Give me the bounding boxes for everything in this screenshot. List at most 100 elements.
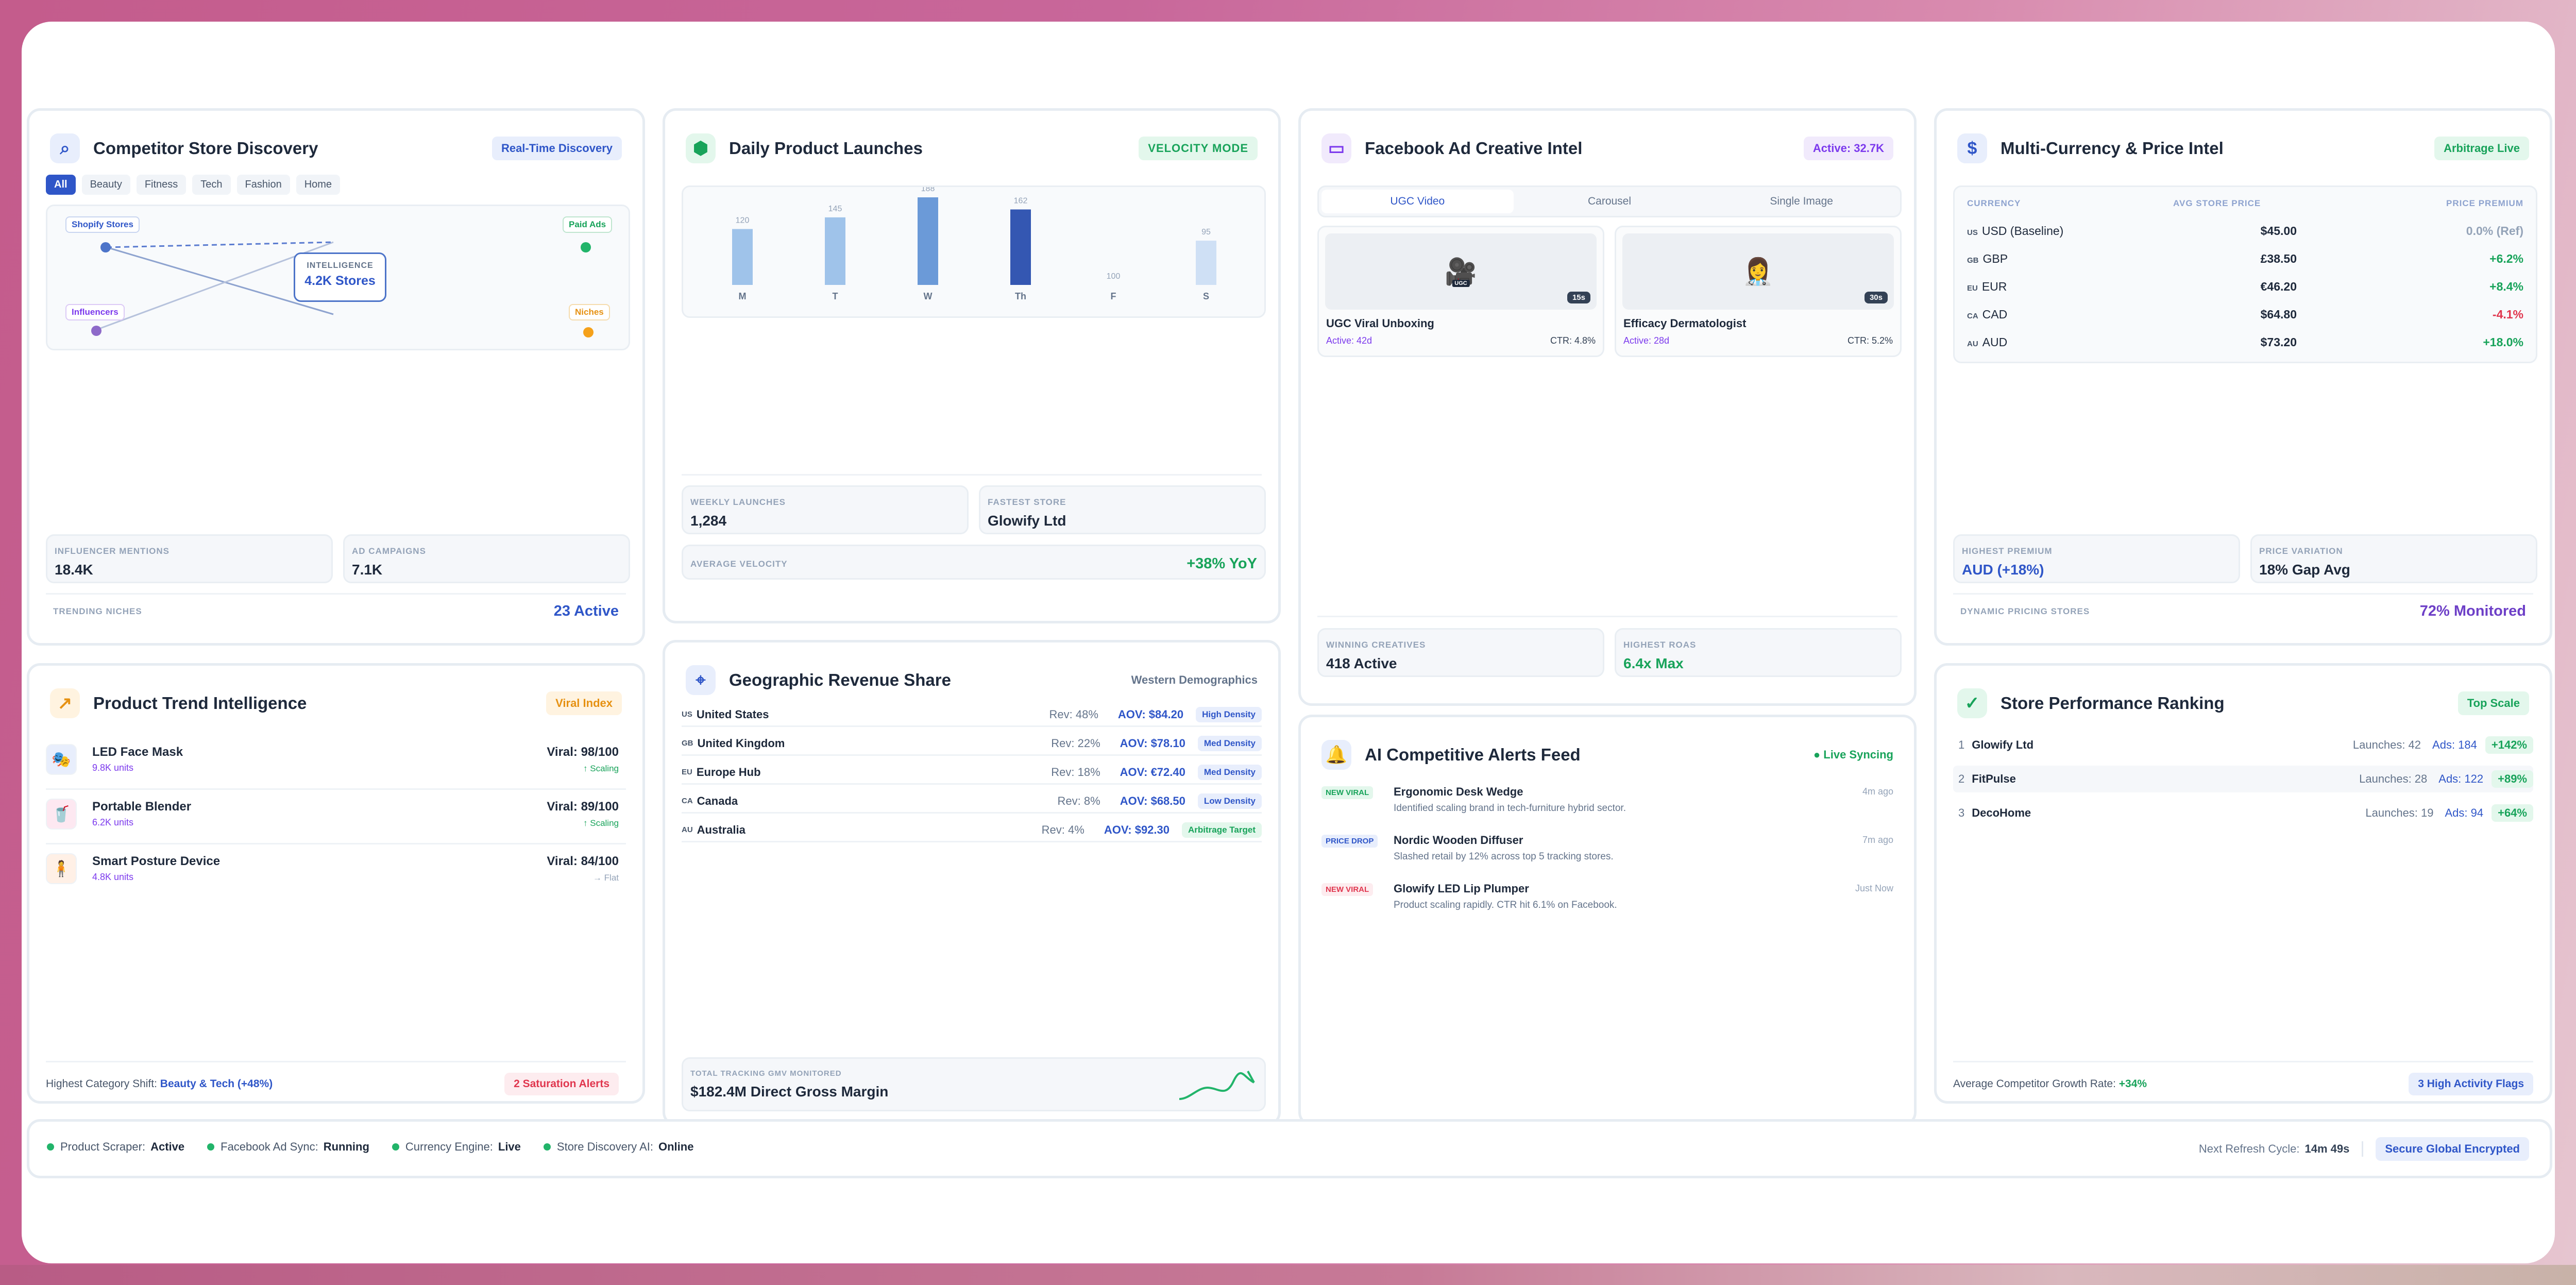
footer-value: 23 Active <box>553 603 619 619</box>
intelligence-hub[interactable]: INTELLIGENCE 4.2K Stores <box>294 252 386 302</box>
activity-flags-badge[interactable]: 3 High Activity Flags <box>2409 1073 2533 1095</box>
divider <box>1317 616 1897 617</box>
geo-row[interactable]: CA Canada Rev: 8% AOV: $68.50 Low Density <box>682 790 1262 814</box>
stat-label: WEEKLY LAUNCHES <box>690 497 786 507</box>
filter-home[interactable]: Home <box>296 175 341 195</box>
currency-label: USD (Baseline) <box>1981 224 2064 238</box>
node-shopify-stores[interactable]: Shopify Stores <box>65 216 140 233</box>
node-niches[interactable]: Niches <box>569 304 610 320</box>
filter-tech[interactable]: Tech <box>192 175 231 195</box>
creative-card[interactable]: 🎥 UGC 15s UGC Viral Unboxing Active: 42d… <box>1317 226 1604 357</box>
status-dot-icon <box>392 1143 399 1151</box>
refresh-label: Next Refresh Cycle: <box>2198 1142 2300 1155</box>
creative-title: Efficacy Dermatologist <box>1623 317 1747 330</box>
currency-name: CA CAD <box>1967 308 2173 322</box>
tab-carousel[interactable]: Carousel <box>1587 195 1632 207</box>
card-title: Daily Product Launches <box>729 139 923 158</box>
status-badge: Real-Time Discovery <box>492 137 622 160</box>
currency-row[interactable]: US USD (Baseline) $45.00 0.0% (Ref) <box>1967 224 2523 238</box>
geo-row[interactable]: AU Australia Rev: 4% AOV: $92.30 Arbitrage T… <box>682 819 1262 842</box>
alert-item[interactable]: NEW VIRAL Ergonomic Desk Wedge Identified … <box>1321 785 1893 826</box>
cube-icon: ⬢ <box>686 133 716 163</box>
status-item[interactable]: Product Scraper: Active <box>47 1140 184 1154</box>
creative-thumbnail: 🎥 UGC 15s <box>1325 233 1597 310</box>
product-icon: 🧍 <box>46 853 77 884</box>
filter-fitness[interactable]: Fitness <box>136 175 187 195</box>
trend-item[interactable]: 🎭 LED Face Mask 9.8K units Viral: 98/100 ↑ S… <box>46 738 619 784</box>
avg-price: $45.00 <box>2260 224 2297 238</box>
store-launches: Launches: 42 <box>2352 738 2421 751</box>
status-item[interactable]: Currency Engine: Live <box>392 1140 521 1154</box>
ranking-row[interactable]: 2 FitPulse Launches: 28 Ads: 122 +89% <box>1953 766 2533 792</box>
network-graph: Shopify Stores Paid Ads Influencers Nich… <box>46 205 630 350</box>
bar-value-label: 100 <box>1107 272 1121 281</box>
geo-row[interactable]: EU Europe Hub Rev: 18% AOV: €72.40 Med Densi… <box>682 761 1262 785</box>
alert-item[interactable]: NEW VIRAL Glowify LED Lip Plumper Product … <box>1321 882 1893 923</box>
avg-price: $73.20 <box>2260 335 2297 349</box>
duration-badge: 15s <box>1567 292 1590 303</box>
table-header: CURRENCY AVG STORE PRICE PRICE PREMIUM <box>1967 198 2523 209</box>
trend-item[interactable]: 🥤 Portable Blender 6.2K units Viral: 89/100… <box>46 792 619 839</box>
status-item[interactable]: Facebook Ad Sync: Running <box>207 1140 369 1154</box>
status-item[interactable]: Store Discovery AI: Online <box>543 1140 693 1154</box>
product-icon: 🎭 <box>46 744 77 775</box>
secure-badge[interactable]: Secure Global Encrypted <box>2376 1137 2529 1161</box>
divider <box>46 788 626 790</box>
tab-single-image[interactable]: Single Image <box>1770 195 1833 207</box>
country-name: United States <box>696 707 769 721</box>
product-name: Smart Posture Device <box>92 854 221 868</box>
currency-row[interactable]: AU AUD $73.20 +18.0% <box>1967 335 2523 349</box>
bar-Th[interactable] <box>1010 209 1031 285</box>
currency-row[interactable]: CA CAD $64.80 -4.1% <box>1967 308 2523 322</box>
saturation-alerts-badge[interactable]: 2 Saturation Alerts <box>504 1073 619 1095</box>
store-ads: Ads: 94 <box>2445 806 2484 819</box>
launch-chart: 120 M 145 T 188 W 162 Th 100 F 95 S <box>682 185 1266 318</box>
creative-card[interactable]: 👩‍⚕️ 30s Efficacy Dermatologist Active: … <box>1615 226 1902 357</box>
filter-fashion[interactable]: Fashion <box>236 175 290 195</box>
ranking-row[interactable]: 3 DecoHome Launches: 19 Ads: 94 +64% <box>1953 800 2533 826</box>
bar-S[interactable] <box>1196 241 1216 285</box>
aov-value: AOV: $78.10 <box>1120 736 1185 750</box>
creative-ctr: CTR: 5.2% <box>1847 335 1893 346</box>
dermatologist-icon: 👩‍⚕️ <box>1742 257 1774 286</box>
avg-price: $64.80 <box>2260 308 2297 321</box>
node-paid-ads[interactable]: Paid Ads <box>563 216 613 233</box>
ugc-label: UGC <box>1452 280 1470 287</box>
card-title: Competitor Store Discovery <box>93 139 318 158</box>
node-influencers[interactable]: Influencers <box>65 304 125 320</box>
trend-item[interactable]: 🧍 Smart Posture Device 4.8K units Viral: 84… <box>46 847 619 893</box>
region-label: Western Demographics <box>1131 673 1258 686</box>
currency-name: AU AUD <box>1967 335 2173 349</box>
alert-item[interactable]: PRICE DROP Nordic Wooden Diffuser Slashed … <box>1321 834 1893 875</box>
alert-time: Just Now <box>1855 883 1893 893</box>
filter-all[interactable]: All <box>46 175 76 195</box>
flag-code: US <box>682 710 692 719</box>
status-label: Product Scraper: <box>60 1140 146 1153</box>
currency-row[interactable]: GB GBP £38.50 +6.2% <box>1967 252 2523 266</box>
duration-badge: 30s <box>1864 292 1888 303</box>
currency-row[interactable]: EU EUR €46.20 +8.4% <box>1967 280 2523 294</box>
filter-beauty[interactable]: Beauty <box>81 175 130 195</box>
stat-label: INFLUENCER MENTIONS <box>55 546 170 556</box>
geo-row[interactable]: GB United Kingdom Rev: 22% AOV: $78.10 Med D… <box>682 732 1262 756</box>
check-circle-icon: ✓ <box>1957 688 1987 718</box>
stat-fastest-store: FASTEST STORE Glowify Ltd <box>979 485 1266 534</box>
bar-W[interactable] <box>918 197 938 285</box>
tab-ugc-video[interactable]: UGC Video <box>1321 190 1514 213</box>
stat-label: AD CAMPAIGNS <box>352 546 426 556</box>
stat-value: 18.4K <box>55 562 93 578</box>
revenue-share: Rev: 18% <box>1051 765 1100 779</box>
x-tick-label: T <box>833 291 838 301</box>
currency-name: GB GBP <box>1967 252 2173 266</box>
store-name: Glowify Ltd <box>1972 738 2034 751</box>
bar-T[interactable] <box>825 217 845 285</box>
footer-label: Average Competitor Growth Rate: <box>1953 1078 2116 1090</box>
bar-M[interactable] <box>732 229 753 285</box>
stat-value: 6.4x Max <box>1623 655 1684 671</box>
node-dot-niches <box>583 327 594 337</box>
geo-row[interactable]: US United States Rev: 48% AOV: $84.20 High D… <box>682 703 1262 727</box>
divider <box>682 474 1262 476</box>
ranking-row[interactable]: 1 Glowify Ltd Launches: 42 Ads: 184 +142% <box>1953 732 2533 758</box>
column-header: AVG STORE PRICE <box>2173 198 2261 208</box>
product-name: Portable Blender <box>92 800 192 814</box>
